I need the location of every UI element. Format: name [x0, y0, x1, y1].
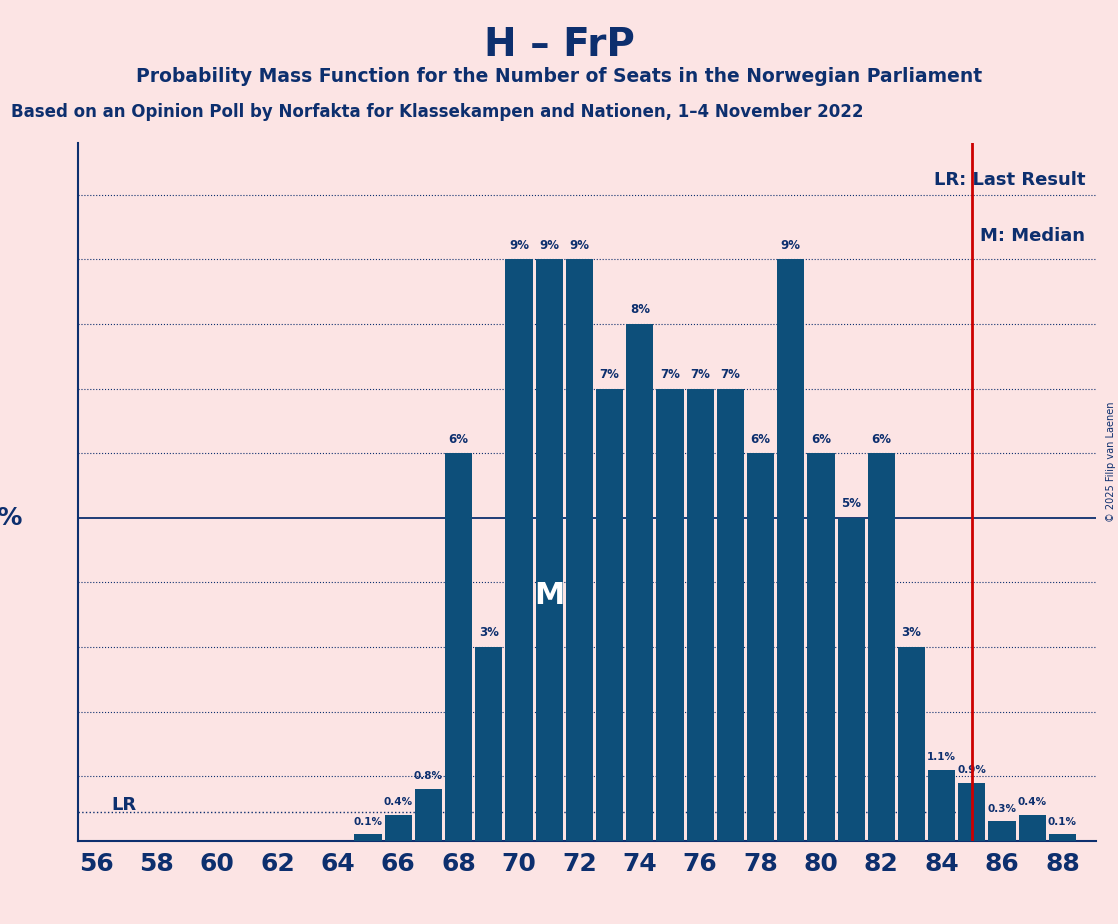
- Text: © 2025 Filip van Laenen: © 2025 Filip van Laenen: [1106, 402, 1116, 522]
- Text: Based on an Opinion Poll by Norfakta for Klassekampen and Nationen, 1–4 November: Based on an Opinion Poll by Norfakta for…: [11, 103, 864, 121]
- Text: M: Median: M: Median: [980, 227, 1086, 245]
- Bar: [898, 647, 925, 841]
- Bar: [988, 821, 1015, 841]
- Bar: [385, 815, 411, 841]
- Bar: [475, 647, 502, 841]
- Text: 0.1%: 0.1%: [1048, 817, 1077, 827]
- Text: 9%: 9%: [780, 238, 800, 251]
- Text: 3%: 3%: [901, 626, 921, 639]
- Bar: [717, 389, 743, 841]
- Text: 3%: 3%: [479, 626, 499, 639]
- Text: 0.1%: 0.1%: [353, 817, 382, 827]
- Bar: [354, 834, 381, 841]
- Text: 0.8%: 0.8%: [414, 772, 443, 782]
- Text: 7%: 7%: [690, 368, 710, 381]
- Bar: [536, 260, 562, 841]
- Text: 5%: 5%: [841, 497, 861, 510]
- Text: M: M: [534, 581, 565, 610]
- Text: Probability Mass Function for the Number of Seats in the Norwegian Parliament: Probability Mass Function for the Number…: [136, 67, 982, 86]
- Bar: [505, 260, 532, 841]
- Text: 9%: 9%: [569, 238, 589, 251]
- Text: 9%: 9%: [509, 238, 529, 251]
- Text: 6%: 6%: [871, 432, 891, 445]
- Bar: [626, 324, 653, 841]
- Text: 1.1%: 1.1%: [927, 752, 956, 762]
- Text: H – FrP: H – FrP: [484, 26, 634, 64]
- Bar: [566, 260, 593, 841]
- Bar: [868, 454, 894, 841]
- Text: 7%: 7%: [660, 368, 680, 381]
- Text: 0.3%: 0.3%: [987, 804, 1016, 814]
- Bar: [415, 789, 442, 841]
- Text: 7%: 7%: [599, 368, 619, 381]
- Bar: [596, 389, 623, 841]
- Bar: [686, 389, 713, 841]
- Text: 6%: 6%: [750, 432, 770, 445]
- Text: 6%: 6%: [448, 432, 468, 445]
- Bar: [1018, 815, 1045, 841]
- Text: 5%: 5%: [0, 505, 22, 529]
- Text: 9%: 9%: [539, 238, 559, 251]
- Bar: [1049, 834, 1076, 841]
- Text: 0.9%: 0.9%: [957, 765, 986, 775]
- Bar: [777, 260, 804, 841]
- Text: LR: Last Result: LR: Last Result: [934, 171, 1086, 189]
- Text: 8%: 8%: [629, 303, 650, 316]
- Bar: [747, 454, 774, 841]
- Bar: [837, 517, 864, 841]
- Bar: [807, 454, 834, 841]
- Text: 0.4%: 0.4%: [1017, 797, 1046, 808]
- Text: 6%: 6%: [811, 432, 831, 445]
- Bar: [928, 770, 955, 841]
- Text: 7%: 7%: [720, 368, 740, 381]
- Bar: [958, 783, 985, 841]
- Bar: [445, 454, 472, 841]
- Text: LR: LR: [112, 796, 136, 814]
- Text: 0.4%: 0.4%: [383, 797, 413, 808]
- Bar: [656, 389, 683, 841]
